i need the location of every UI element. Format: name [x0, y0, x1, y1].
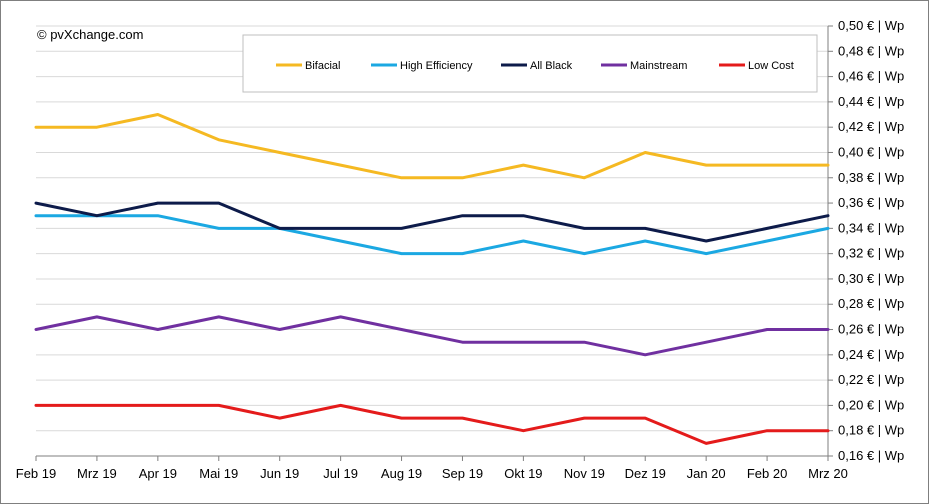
series-line-bifacial	[34, 113, 830, 180]
y-tick-label: 0,42 € | Wp	[838, 119, 904, 134]
y-tick-labels: 0,16 € | Wp 0,18 € | Wp 0,20 € | Wp 0,22 € …	[838, 18, 904, 463]
legend-label: High Efficiency	[400, 60, 473, 72]
y-tick-label: 0,46 € | Wp	[838, 69, 904, 84]
x-tick-labels: Feb 19 Mrz 19 Apr 19 Mai 19 Jun 19 Jul 19 Aug …	[16, 466, 848, 481]
y-tick-label: 0,28 € | Wp	[838, 296, 904, 311]
y-tick-label: 0,26 € | Wp	[838, 322, 904, 337]
y-tick-label: 0,22 € | Wp	[838, 372, 904, 387]
x-tick-label: Mrz 20	[808, 466, 848, 481]
axes	[35, 26, 829, 461]
legend: Bifacial High Efficiency All Black Mainstre…	[242, 34, 818, 93]
legend-item: All Black	[501, 60, 573, 72]
legend-label: Bifacial	[305, 60, 340, 72]
y-tick-label: 0,38 € | Wp	[838, 170, 904, 185]
x-tick-label: Sep 19	[442, 466, 483, 481]
legend-label: All Black	[530, 60, 573, 72]
x-tick-label: Mai 19	[199, 466, 238, 481]
y-tick-label: 0,40 € | Wp	[838, 144, 904, 159]
y-tick-label: 0,36 € | Wp	[838, 195, 904, 210]
x-tick-label: Mrz 19	[77, 466, 117, 481]
series-lines	[34, 113, 830, 445]
legend-label: Mainstream	[630, 60, 687, 72]
y-tick-label: 0,20 € | Wp	[838, 397, 904, 412]
legend-item: Bifacial	[276, 60, 340, 72]
series-line-high-efficiency	[34, 214, 830, 256]
x-tick-label: Feb 19	[16, 466, 56, 481]
y-tick-label: 0,34 € | Wp	[838, 220, 904, 235]
x-tick-label: Apr 19	[139, 466, 177, 481]
y-tick-label: 0,16 € | Wp	[838, 448, 904, 463]
y-tick-label: 0,32 € | Wp	[838, 246, 904, 261]
x-tick-label: Feb 20	[747, 466, 787, 481]
credit-text: © pvXchange.com	[37, 27, 143, 42]
y-tick-label: 0,18 € | Wp	[838, 423, 904, 438]
x-tick-label: Jan 20	[687, 466, 726, 481]
legend-label: Low Cost	[748, 60, 794, 72]
y-tick-label: 0,50 € | Wp	[838, 18, 904, 33]
x-tick-label: Jul 19	[323, 466, 358, 481]
x-tick-label: Okt 19	[504, 466, 542, 481]
series-line-all-black	[34, 201, 830, 243]
x-tick-label: Jun 19	[260, 466, 299, 481]
x-tick-label: Aug 19	[381, 466, 422, 481]
legend-item: Mainstream	[601, 60, 687, 72]
y-tick-label: 0,24 € | Wp	[838, 347, 904, 362]
y-tick-label: 0,30 € | Wp	[838, 271, 904, 286]
x-tick-label: Nov 19	[564, 466, 605, 481]
legend-item: High Efficiency	[371, 60, 473, 72]
legend-item: Low Cost	[719, 60, 794, 72]
y-tick-label: 0,48 € | Wp	[838, 43, 904, 58]
y-tick-label: 0,44 € | Wp	[838, 94, 904, 109]
series-line-low-cost	[34, 403, 830, 445]
series-line-mainstream	[34, 315, 830, 357]
x-tick-label: Dez 19	[625, 466, 666, 481]
